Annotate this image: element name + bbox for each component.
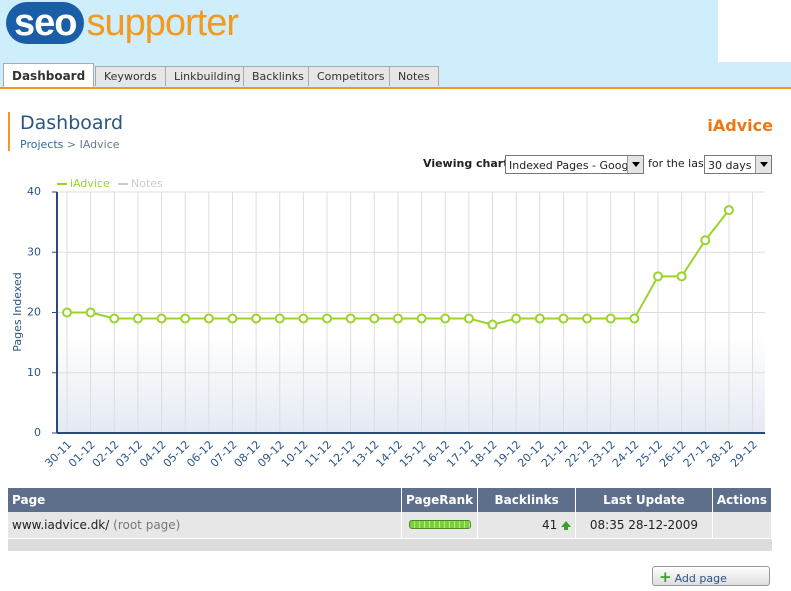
period-label: for the last xyxy=(648,157,709,170)
breadcrumb: Projects > IAdvice xyxy=(20,138,123,151)
period-select-value: 30 days xyxy=(708,159,752,172)
y-tick-label: 30 xyxy=(27,245,41,258)
point xyxy=(653,271,663,282)
point xyxy=(251,313,262,324)
column-header: Page xyxy=(8,488,402,512)
point xyxy=(511,313,522,324)
point xyxy=(463,313,474,324)
column-header: Last Update xyxy=(575,488,713,512)
column-header: Backlinks xyxy=(477,488,577,512)
logo[interactable]: seo supporter xyxy=(6,2,239,45)
point xyxy=(227,313,238,324)
y-tick-label: 0 xyxy=(34,426,41,439)
select-arrow xyxy=(627,156,643,173)
add-page-button[interactable]: + Add page xyxy=(652,566,770,586)
point xyxy=(109,313,120,324)
page-url[interactable]: www.iadvice.dk/ xyxy=(12,518,110,532)
pages-table: Page PageRank Backlinks Last Update Acti… xyxy=(8,488,773,538)
chart-select-value: Indexed Pages - Google xyxy=(509,159,639,172)
point xyxy=(298,313,309,324)
page-note: (root page) xyxy=(113,518,181,532)
point xyxy=(676,271,687,282)
point xyxy=(369,313,380,324)
column-header: Actions xyxy=(712,488,773,512)
project-name: iAdvice xyxy=(707,116,773,135)
point xyxy=(180,313,191,324)
viewing-label: Viewing chart: xyxy=(423,157,513,170)
point xyxy=(723,205,734,216)
button-label: Add page xyxy=(674,572,727,585)
title-block: Dashboard Projects > IAdvice xyxy=(8,112,123,151)
period-select[interactable]: 30 days xyxy=(704,155,772,174)
x-tick-label: 29-12 xyxy=(728,438,760,470)
point xyxy=(62,307,72,318)
chart: Pages Indexed 30-1101-1202-1203-1204-120… xyxy=(11,177,765,470)
logo-seo: seo xyxy=(6,2,85,44)
point xyxy=(392,313,403,324)
tab[interactable]: Linkbuilding xyxy=(165,66,250,86)
point xyxy=(558,313,569,324)
up-arrow xyxy=(561,521,572,530)
breadcrumb-link[interactable]: Projects xyxy=(20,138,64,151)
chart-select[interactable]: Indexed Pages - Google xyxy=(505,155,644,174)
header xyxy=(0,0,718,62)
point xyxy=(487,319,498,330)
breadcrumb-current: IAdvice xyxy=(79,138,120,151)
table-row: www.iadvice.dk/ (root page) 41 08:35 28-… xyxy=(8,512,773,538)
page-title: Dashboard xyxy=(20,112,124,134)
column-header: PageRank xyxy=(401,488,479,512)
point xyxy=(274,313,285,324)
tab[interactable]: Competitors xyxy=(308,66,394,86)
point xyxy=(203,313,214,324)
tab[interactable]: Dashboard xyxy=(3,63,95,87)
point xyxy=(582,313,593,324)
breadcrumb-separator: > xyxy=(66,138,77,151)
tab[interactable]: Keywords xyxy=(95,66,166,86)
point xyxy=(416,313,427,324)
pagerank-bar xyxy=(408,520,471,529)
point xyxy=(322,313,333,324)
point xyxy=(534,313,545,324)
tab-bar: Dashboard Keywords Linkbuilding Backlinks Co… xyxy=(0,62,791,89)
last-update: 08:35 28-12-2009 xyxy=(575,512,713,538)
point xyxy=(345,313,356,324)
point xyxy=(629,313,640,324)
plus-icon: + xyxy=(659,568,672,586)
legend-label: iAdvice xyxy=(70,177,110,190)
y-axis-label: Pages Indexed xyxy=(11,272,24,352)
table-footer xyxy=(8,538,772,551)
point xyxy=(132,313,143,324)
tab[interactable]: Backlinks xyxy=(243,66,313,86)
point xyxy=(700,235,711,246)
legend-label: Notes xyxy=(131,177,163,190)
logo-supporter: supporter xyxy=(86,2,239,44)
y-tick-label: 20 xyxy=(27,306,41,319)
table-header: Page PageRank Backlinks Last Update Acti… xyxy=(8,488,773,512)
point xyxy=(85,307,96,318)
y-tick-label: 40 xyxy=(27,185,41,198)
tab[interactable]: Notes xyxy=(389,66,439,86)
y-tick-label: 10 xyxy=(27,366,41,379)
backlinks-count: 41 xyxy=(541,518,558,532)
select-arrow xyxy=(755,156,771,173)
point xyxy=(605,313,616,324)
point xyxy=(440,313,451,324)
point xyxy=(156,313,167,324)
